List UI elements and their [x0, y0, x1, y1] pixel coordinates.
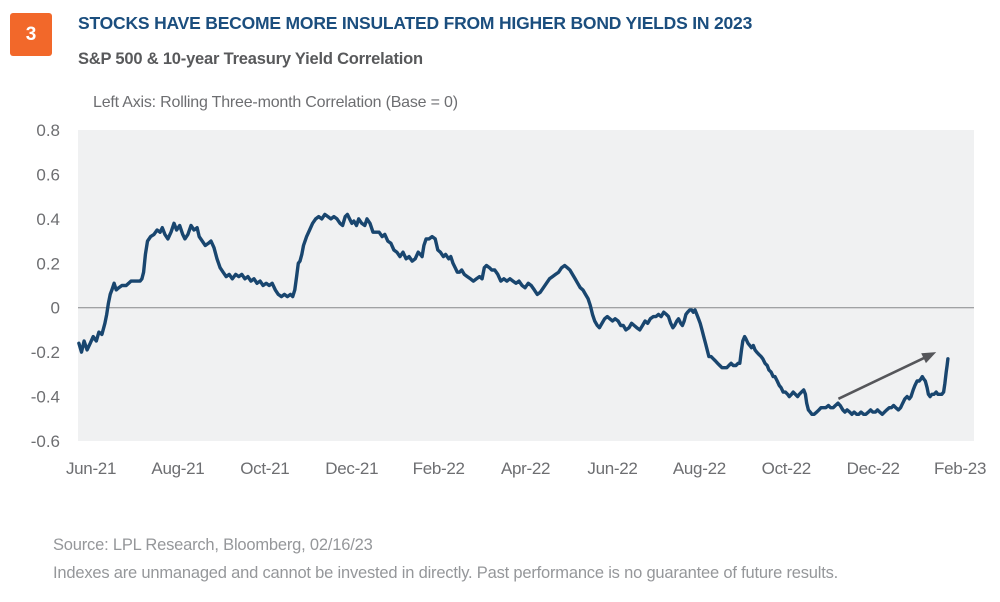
trend-arrow-head [921, 352, 937, 364]
y-tick-label: 0 [51, 299, 60, 318]
x-tick-label: Dec-21 [325, 459, 378, 478]
y-tick-label: 0.4 [36, 210, 60, 229]
figure-subtitle: S&P 500 & 10-year Treasury Yield Correla… [78, 50, 423, 68]
x-tick-label: Aug-21 [151, 459, 204, 478]
x-tick-label: Aug-22 [673, 459, 726, 478]
x-tick-label: Oct-22 [762, 459, 811, 478]
figure-title: STOCKS HAVE BECOME MORE INSULATED FROM H… [78, 13, 753, 33]
left-axis-note: Left Axis: Rolling Three-month Correlati… [93, 94, 458, 111]
y-tick-label: -0.4 [31, 388, 60, 407]
y-tick-label: 0.8 [36, 121, 60, 140]
x-tick-label: Oct-21 [240, 459, 289, 478]
disclosure-line: Indexes are unmanaged and cannot be inve… [53, 564, 839, 582]
y-tick-label: -0.6 [31, 432, 60, 451]
source-line: Source: LPL Research, Bloomberg, 02/16/2… [53, 536, 373, 554]
y-tick-label: 0.2 [36, 254, 60, 273]
x-tick-label: Feb-22 [413, 459, 465, 478]
figure-number: 3 [25, 23, 37, 45]
x-tick-label: Dec-22 [847, 459, 900, 478]
y-tick-label: 0.6 [36, 165, 60, 184]
x-tick-label: Jun-22 [587, 459, 637, 478]
correlation-line [77, 212, 950, 416]
x-tick-label: Feb-23 [934, 459, 986, 478]
y-tick-label: -0.2 [31, 343, 60, 362]
trend-arrow [837, 354, 929, 400]
figure-number-badge: 3 [10, 13, 52, 56]
x-tick-label: Apr-22 [501, 459, 550, 478]
x-tick-label: Jun-21 [66, 459, 116, 478]
